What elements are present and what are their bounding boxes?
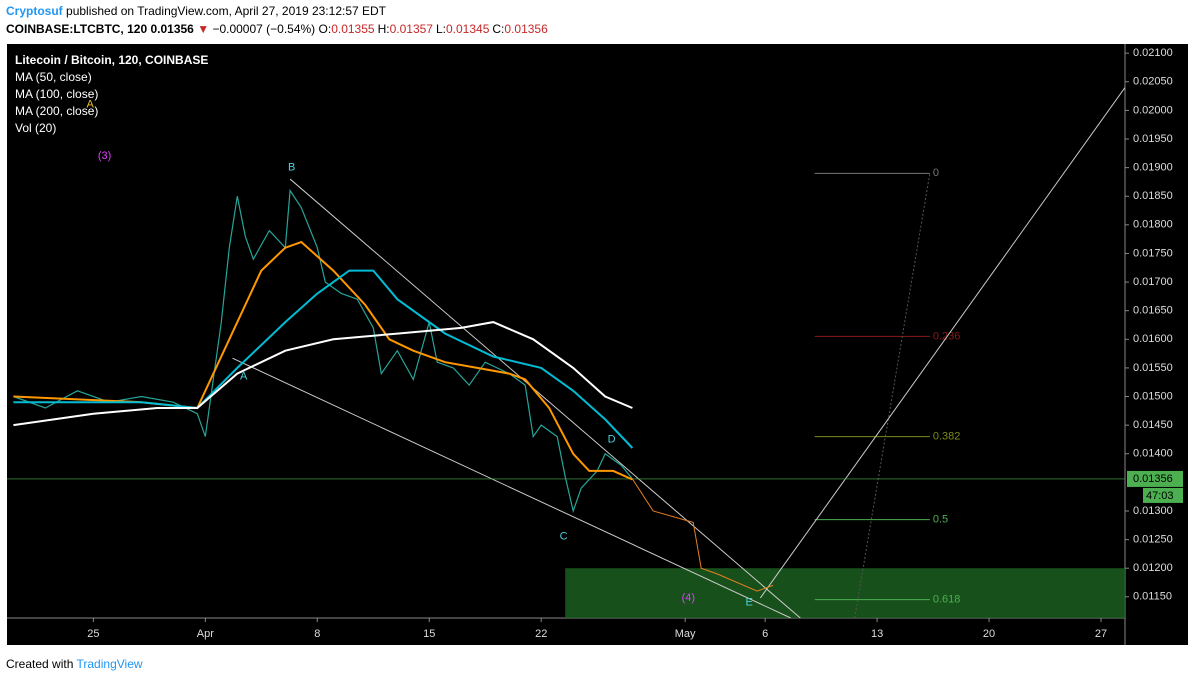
arrow: ▼ — [197, 22, 210, 36]
wave-label: D — [608, 433, 616, 445]
ma-line — [13, 240, 633, 481]
fib-label: 0.382 — [933, 430, 961, 442]
x-tick-label: 25 — [87, 628, 99, 640]
wave-label: (4) — [682, 592, 695, 604]
fib-label: 0.618 — [933, 594, 961, 606]
x-tick-label: 27 — [1095, 628, 1107, 640]
price-tag-label: 0.01356 — [1133, 473, 1173, 485]
symbol: COINBASE:LTCBTC, 120 — [6, 22, 148, 36]
x-tick-label: 13 — [871, 628, 883, 640]
price-line — [13, 188, 633, 514]
wave-label: C — [560, 531, 568, 543]
ohlc-value: 0.01345 — [446, 22, 490, 36]
x-tick-label: 20 — [983, 628, 995, 640]
plot-bg — [7, 44, 1125, 618]
y-tick-label: 0.02000 — [1133, 104, 1173, 116]
y-tick-label: 0.01500 — [1133, 390, 1173, 402]
x-tick-label: May — [675, 628, 696, 640]
y-tick-label: 0.02050 — [1133, 76, 1173, 88]
change: −0.00007 (−0.54%) — [212, 22, 316, 36]
y-tick-label: 0.01950 — [1133, 133, 1173, 145]
fib-label: 0 — [933, 167, 939, 179]
legend-entry: MA (200, close) — [15, 104, 98, 118]
x-tick-label: 8 — [314, 628, 320, 640]
projection — [631, 478, 774, 592]
legend-entry: MA (100, close) — [15, 87, 98, 101]
y-tick-label: 0.01400 — [1133, 448, 1173, 460]
y-tick-label: 0.01750 — [1133, 247, 1173, 259]
quote-line: COINBASE:LTCBTC, 120 0.01356 ▼ −0.00007 … — [6, 22, 551, 36]
ohlc-key: L: — [435, 22, 446, 36]
y-tick-label: 0.01250 — [1133, 534, 1173, 546]
created: Created with — [6, 657, 74, 671]
ohlc-value: 0.01357 — [389, 22, 433, 36]
countdown-bg — [1143, 487, 1183, 503]
ma-line — [13, 269, 634, 449]
trendline — [232, 357, 791, 618]
wave-label: B — [288, 162, 295, 174]
ohlc-key: H: — [377, 22, 390, 36]
brand[interactable]: TradingView — [76, 657, 143, 671]
ohlc-key: C: — [492, 22, 505, 36]
footer: Created with TradingView — [6, 657, 143, 671]
wave-label: (3) — [98, 150, 111, 162]
last: 0.01356 — [150, 22, 194, 36]
ma-line — [13, 321, 633, 427]
ohlc-key: O: — [318, 22, 332, 36]
trendline — [759, 87, 1125, 599]
y-tick-label: 0.01700 — [1133, 276, 1173, 288]
author[interactable]: Cryptosuf — [6, 4, 63, 18]
chart: Litecoin / Bitcoin, 120, COINBASE MA (50,… — [7, 44, 1188, 645]
fib-trend — [854, 173, 931, 618]
fib-label: 0.5 — [933, 513, 948, 525]
y-tick-label: 0.01600 — [1133, 333, 1173, 345]
y-axis-bg — [1125, 44, 1188, 645]
y-tick-label: 0.01150 — [1133, 591, 1172, 603]
y-tick-label: 0.02100 — [1133, 47, 1173, 59]
legend: Litecoin / Bitcoin, 120, COINBASE MA (50,… — [15, 53, 208, 135]
x-tick-label: Apr — [197, 628, 214, 640]
legend-entry: Litecoin / Bitcoin, 120, COINBASE — [15, 53, 208, 67]
countdown: 47:03 — [1146, 490, 1174, 502]
publish-line: Cryptosuf published on TradingView.com, … — [6, 4, 386, 18]
ohlc-value: 0.01355 — [331, 22, 375, 36]
wave-label: E — [745, 596, 752, 608]
x-tick-label: 15 — [423, 628, 435, 640]
wave-label: A — [240, 370, 248, 382]
wave-label: A — [86, 99, 94, 111]
y-tick-label: 0.01800 — [1133, 219, 1173, 231]
x-tick-label: 22 — [535, 628, 547, 640]
y-tick-label: 0.01650 — [1133, 305, 1173, 317]
y-tick-label: 0.01300 — [1133, 505, 1173, 517]
y-tick-label: 0.01850 — [1133, 190, 1173, 202]
x-tick-label: 6 — [762, 628, 768, 640]
trendline — [289, 178, 801, 618]
x-axis-bg — [7, 618, 1125, 645]
published: published on TradingView.com, April 27, … — [66, 4, 387, 18]
ohlc: O:0.01355 H:0.01357 L:0.01345 C:0.01356 — [319, 22, 551, 36]
y-tick-label: 0.01450 — [1133, 419, 1173, 431]
legend-entry: Vol (20) — [15, 121, 56, 135]
y-tick-label: 0.01900 — [1133, 162, 1173, 174]
target-zone — [565, 568, 1125, 618]
price-tag — [1127, 470, 1183, 487]
y-tick-label: 0.01550 — [1133, 362, 1173, 374]
legend-entry: MA (50, close) — [15, 70, 92, 84]
ohlc-value: 0.01356 — [504, 22, 548, 36]
y-tick-label: 0.01200 — [1133, 562, 1173, 574]
